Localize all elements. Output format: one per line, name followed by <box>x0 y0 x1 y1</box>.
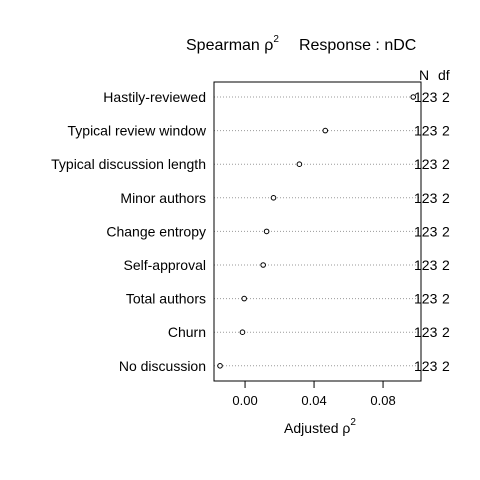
data-point <box>263 228 270 235</box>
df-value: 2 <box>442 358 450 374</box>
data-point <box>241 295 247 302</box>
df-value: 2 <box>442 89 450 105</box>
n-value: 123 <box>414 190 438 206</box>
df-value: 2 <box>442 123 450 139</box>
n-value: 123 <box>414 123 438 139</box>
data-point <box>322 127 329 134</box>
category-label: Typical discussion length <box>51 156 206 172</box>
df-column-header: df <box>438 67 450 83</box>
df-value: 2 <box>442 190 450 206</box>
data-point <box>260 262 266 268</box>
n-column-header: N <box>419 67 429 83</box>
n-value: 123 <box>414 324 438 340</box>
data-point <box>410 94 417 100</box>
x-axis-label: Adjusted ρ2 <box>284 417 356 436</box>
chart-title: Spearman ρ2 Response : nDC <box>186 34 416 54</box>
x-tick-label: 0.00 <box>232 393 257 408</box>
x-tick-label: 0.04 <box>301 393 326 408</box>
category-label: Self-approval <box>124 257 207 273</box>
data-point <box>270 195 277 201</box>
df-value: 2 <box>442 156 450 172</box>
n-value: 123 <box>414 257 438 273</box>
category-label: Minor authors <box>120 190 206 206</box>
plot-frame <box>213 81 422 382</box>
category-label: No discussion <box>119 358 206 374</box>
n-value: 123 <box>414 223 438 239</box>
category-label: Typical review window <box>68 123 207 139</box>
category-label: Hastily-reviewed <box>103 89 206 105</box>
data-point <box>239 329 246 336</box>
n-value: 123 <box>414 291 438 307</box>
n-value: 123 <box>414 358 438 374</box>
df-value: 2 <box>442 223 450 239</box>
df-value: 2 <box>442 291 450 307</box>
n-value: 123 <box>414 89 438 105</box>
df-value: 2 <box>442 324 450 340</box>
n-value: 123 <box>414 156 438 172</box>
data-point <box>296 161 303 167</box>
category-label: Total authors <box>126 291 206 307</box>
category-label: Churn <box>168 324 206 340</box>
df-value: 2 <box>442 257 450 273</box>
x-tick-label: 0.08 <box>370 393 395 408</box>
data-point <box>217 363 223 369</box>
category-label: Change entropy <box>106 223 206 239</box>
